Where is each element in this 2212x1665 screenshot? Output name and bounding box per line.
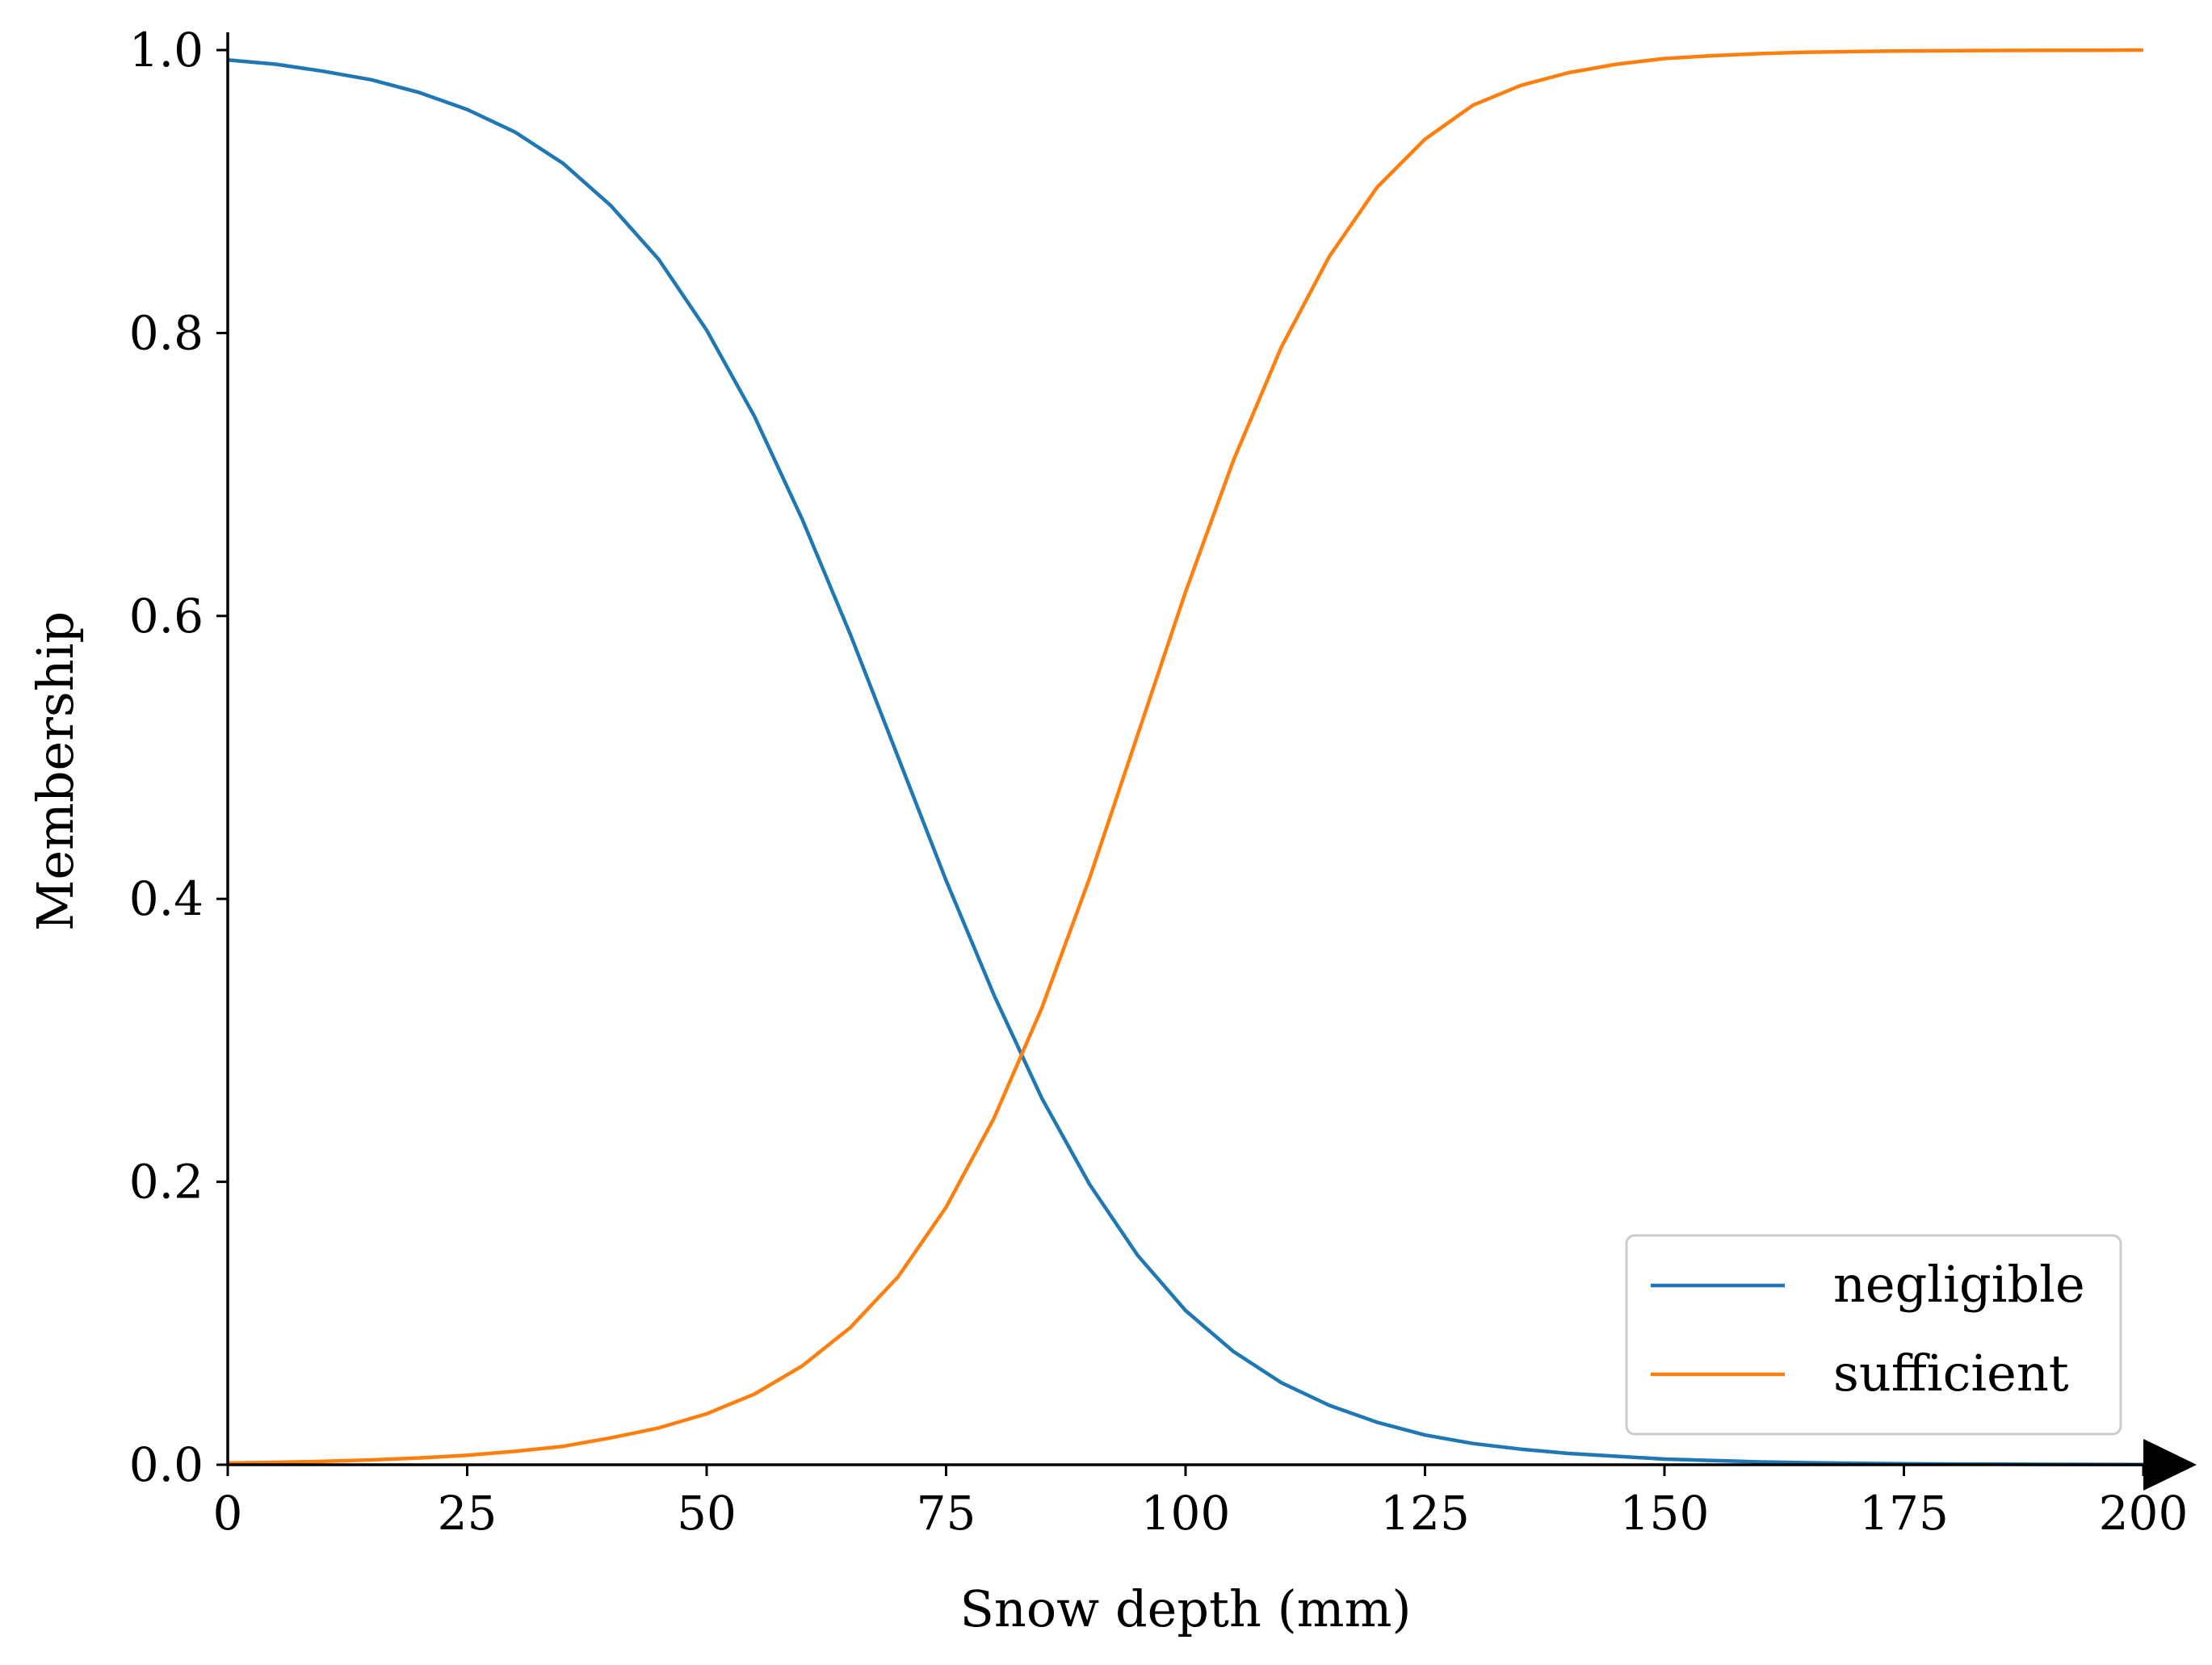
legend-label-sufficient: sufficient (1833, 1344, 2069, 1403)
plot-lines (227, 48, 2144, 1467)
legend: negligible sufficient (1625, 1234, 2122, 1436)
x-axis-label: Snow depth (mm) (959, 1579, 1411, 1638)
series-line-negligible (227, 58, 2144, 1467)
x-tick-label: 200 (2099, 1486, 2189, 1541)
ticks: 0 25 50 75 100 125 150 175 200 0.0 0.2 0.4 0.6 0.8 1.0 (129, 23, 2189, 1541)
x-tick-label: 25 (438, 1486, 497, 1541)
x-tick-label: 150 (1620, 1486, 1710, 1541)
y-tick-label: 1.0 (129, 23, 204, 78)
y-tick-label: 0.6 (129, 589, 204, 644)
x-tick-label: 175 (1859, 1486, 1949, 1541)
y-axis-label: Membership (26, 611, 85, 931)
y-tick-label: 0.4 (129, 871, 204, 926)
axes (226, 32, 2197, 1491)
y-tick-label: 0.8 (129, 305, 204, 360)
series-line-sufficient (227, 48, 2144, 1466)
x-tick-label: 100 (1141, 1486, 1231, 1541)
y-tick-label: 0.0 (129, 1437, 204, 1492)
x-tick-label: 75 (917, 1486, 976, 1541)
x-axis-arrow-icon (2143, 1439, 2197, 1491)
x-tick-label: 50 (677, 1486, 737, 1541)
y-tick-label: 0.2 (129, 1155, 204, 1210)
x-tick-label: 0 (213, 1486, 243, 1541)
x-tick-label: 125 (1380, 1486, 1470, 1541)
legend-label-negligible: negligible (1833, 1255, 2085, 1314)
